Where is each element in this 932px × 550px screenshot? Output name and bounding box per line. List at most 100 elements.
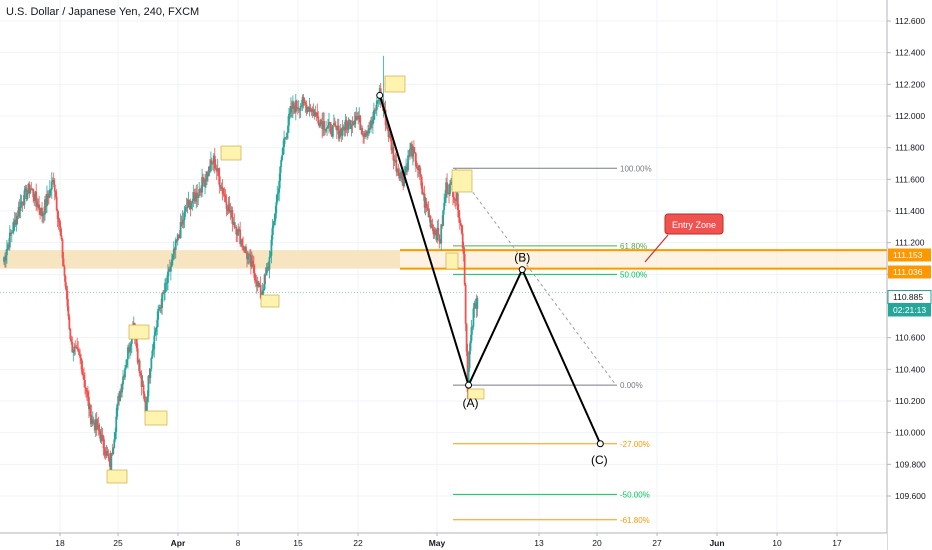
candle-body — [188, 199, 191, 201]
candle-body — [458, 217, 461, 223]
candle-body — [282, 147, 285, 156]
candle-body — [338, 133, 341, 139]
candle-body — [30, 188, 33, 190]
time-axis[interactable]: 18 25 Apr 8 15 22 May 13 20 27 Jun 10 17 — [0, 532, 887, 550]
candle-body — [128, 346, 131, 352]
candle-body — [346, 124, 349, 130]
candle-body — [208, 166, 210, 177]
candle-body — [372, 110, 375, 120]
candle-body — [186, 207, 189, 209]
candle-body — [398, 172, 401, 179]
candle-body — [278, 180, 281, 193]
candle-body — [474, 303, 477, 308]
candle-body — [332, 123, 335, 126]
candle-body — [386, 124, 389, 130]
candle-body — [45, 199, 47, 207]
candle-body — [289, 112, 291, 114]
candle-body — [409, 148, 411, 157]
candle-body — [55, 196, 58, 211]
candle-body — [297, 108, 300, 110]
candle-body — [148, 375, 151, 378]
candle-body — [217, 168, 220, 177]
candle-body — [329, 122, 331, 124]
candle-body — [290, 105, 292, 113]
candle-body — [193, 191, 196, 196]
swing-marker-box — [467, 388, 485, 400]
candle-body — [3, 257, 5, 262]
candle-body — [461, 233, 464, 249]
candle-body — [391, 147, 394, 151]
candle-body — [405, 166, 407, 173]
candle-body — [104, 454, 107, 456]
candle-body — [41, 208, 43, 217]
candle-body — [184, 207, 187, 212]
candle-body — [51, 180, 54, 182]
candle-body — [322, 121, 325, 130]
candle-body — [352, 121, 355, 126]
price-axis-tags: 111.153 111.036 110.885 02:21:13 — [887, 248, 932, 317]
candle-body — [52, 180, 55, 185]
candle-body — [372, 119, 374, 125]
candle-body — [436, 227, 439, 241]
candle-body — [37, 204, 40, 207]
candle-body — [375, 100, 378, 111]
candle-body — [32, 189, 35, 198]
candle-body — [236, 234, 239, 236]
candle-body — [241, 239, 244, 246]
candle-body — [323, 121, 326, 130]
candle-body — [80, 357, 82, 361]
candle-body — [291, 102, 294, 109]
candle-body — [68, 316, 71, 329]
candle-body — [263, 274, 266, 290]
candle-body — [472, 308, 475, 327]
candle-body — [69, 328, 72, 340]
candle-body — [168, 268, 170, 272]
candle-body — [59, 226, 62, 236]
candle-body — [258, 284, 261, 287]
candle-body — [81, 360, 83, 374]
candle-body — [48, 189, 51, 198]
candle-body — [361, 127, 364, 134]
candle-body — [123, 376, 125, 378]
candle-body — [127, 347, 129, 360]
candle-body — [73, 346, 76, 353]
candle-body — [87, 396, 90, 410]
candle-body — [427, 210, 430, 218]
candle-body — [325, 128, 327, 131]
fib-trend-line — [454, 167, 617, 386]
candle-body — [82, 373, 84, 376]
candle-body — [143, 393, 146, 401]
abc-wave-drawing: (A) (B) (C) Entry Zone — [376, 91, 724, 467]
candle-body — [421, 188, 424, 195]
candle-body — [299, 105, 302, 111]
candle-body — [433, 229, 436, 235]
candle-body — [167, 271, 169, 283]
candle-body — [305, 104, 308, 113]
candle-body — [222, 193, 225, 195]
candlestick-series — [3, 55, 479, 479]
wave-line — [378, 95, 602, 445]
candle-body — [295, 100, 298, 108]
candle-body — [448, 192, 450, 195]
candle-body — [279, 166, 282, 181]
candle-body — [129, 343, 132, 347]
candle-body — [102, 436, 105, 449]
candle-body — [163, 292, 165, 294]
candle-body — [94, 419, 97, 431]
candle-body — [272, 225, 275, 229]
candle-body — [152, 349, 155, 351]
callout-pointer — [644, 234, 669, 263]
candle-body — [124, 368, 126, 378]
candle-body — [331, 134, 333, 137]
candle-body — [426, 207, 429, 211]
candle-body — [285, 137, 287, 139]
candle-body — [110, 453, 113, 470]
date-tick-label: 17 — [832, 538, 842, 548]
fib-level-label: 61.80% — [620, 242, 647, 251]
candle-body — [326, 127, 328, 129]
candle-body — [78, 351, 81, 355]
candle-body — [442, 210, 445, 226]
candle-body — [232, 221, 235, 224]
candle-body — [47, 197, 50, 199]
